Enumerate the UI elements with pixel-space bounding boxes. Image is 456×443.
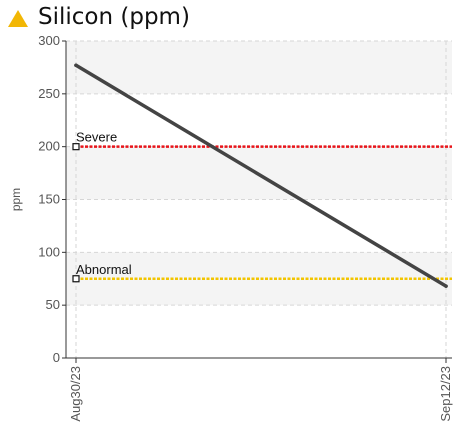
chart-axes: 0 50 100 150 200 250 300 Aug30/23 Sep12/23 ppm: [9, 33, 453, 422]
y-axis-label: ppm: [9, 188, 23, 211]
data-point: [444, 284, 448, 288]
series-line: [74, 63, 448, 288]
y-tick-label: 100: [38, 244, 60, 259]
chart-thresholds: [72, 143, 452, 283]
y-tick-label: 250: [38, 86, 60, 101]
chart-labels: Severe Abnormal: [76, 130, 132, 277]
y-tick-label: 150: [38, 192, 60, 207]
threshold-label: Abnormal: [76, 262, 132, 277]
threshold-label: Severe: [76, 130, 117, 145]
chart-title-row: Silicon (ppm): [8, 2, 190, 32]
y-tick-label: 200: [38, 139, 60, 154]
x-tick-label: Aug30/23: [68, 366, 83, 422]
chart-series: [74, 63, 448, 288]
warning-triangle-icon: [8, 9, 28, 27]
y-tick-label: 50: [46, 297, 60, 312]
grid-band: [66, 41, 452, 94]
threshold-marker: [72, 275, 80, 283]
y-tick-label: 0: [53, 350, 60, 365]
x-tick-label: Sep12/23: [438, 366, 453, 422]
data-point: [74, 63, 78, 68]
threshold-marker: [72, 143, 80, 151]
chart-title: Silicon (ppm): [38, 4, 190, 30]
y-tick-label: 300: [38, 33, 60, 48]
